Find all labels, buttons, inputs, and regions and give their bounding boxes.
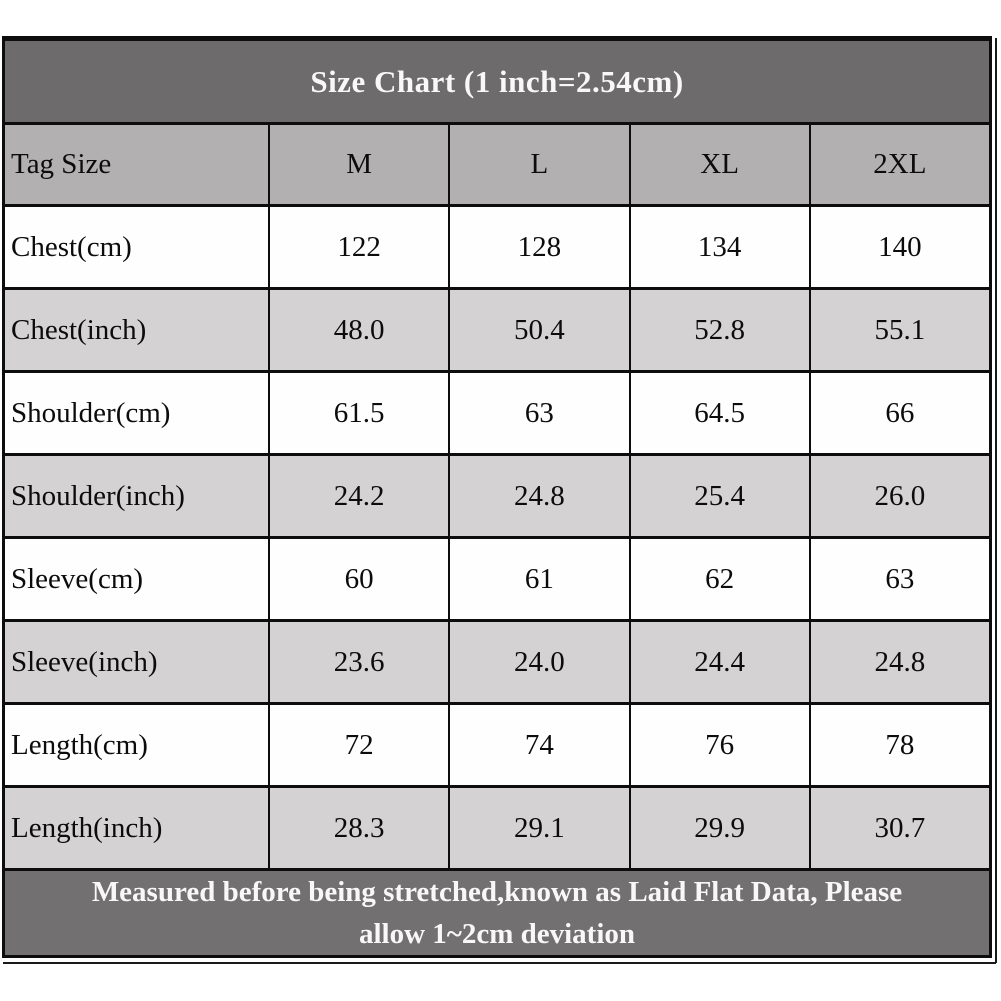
cell-value: 48.0 — [268, 290, 448, 370]
table-row-shoulder-cm: Shoulder(cm) 61.5 63 64.5 66 — [5, 370, 989, 453]
cell-value: 26.0 — [808, 456, 989, 536]
cell-value: 50.4 — [448, 290, 628, 370]
footnote-line-2: allow 1~2cm deviation — [358, 918, 636, 950]
table-row-length-inch: Length(inch) 28.3 29.1 29.9 30.7 — [5, 785, 989, 868]
table-row-chest-cm: Chest(cm) 122 128 134 140 — [5, 204, 989, 287]
cell-value: 72 — [268, 705, 448, 785]
table-row-shoulder-inch: Shoulder(inch) 24.2 24.8 25.4 26.0 — [5, 453, 989, 536]
table-row-chest-inch: Chest(inch) 48.0 50.4 52.8 55.1 — [5, 287, 989, 370]
cell-value: 52.8 — [628, 290, 809, 370]
row-label: Shoulder(inch) — [11, 479, 185, 512]
footnote-line-1: Measured before being stretched,known as… — [91, 876, 903, 908]
table-row-length-cm: Length(cm) 72 74 76 78 — [5, 702, 989, 785]
cell-value: 25.4 — [628, 456, 809, 536]
cell-value: 140 — [808, 207, 989, 287]
cell-value: 24.8 — [448, 456, 628, 536]
cell-value: 128 — [448, 207, 628, 287]
cell-value: 60 — [268, 539, 448, 619]
cell-value: 134 — [628, 207, 809, 287]
row-label: Length(cm) — [11, 728, 148, 761]
size-chart-table: Size Chart (1 inch=2.54cm) Tag Size M L … — [2, 36, 992, 958]
cell-value: 61 — [448, 539, 628, 619]
right-edge-border-line — [995, 38, 997, 963]
cell-value: 61.5 — [268, 373, 448, 453]
cell-value: 29.9 — [628, 788, 809, 868]
cell-value: 74 — [448, 705, 628, 785]
row-label: Sleeve(inch) — [11, 645, 158, 678]
cell-value: 24.0 — [448, 622, 628, 702]
cell-value: 28.3 — [268, 788, 448, 868]
row-label: Sleeve(cm) — [11, 562, 144, 595]
cell-value: 55.1 — [808, 290, 989, 370]
column-header-2xl: 2XL — [808, 125, 989, 204]
row-label: Chest(inch) — [11, 313, 147, 346]
cell-value: 29.1 — [448, 788, 628, 868]
row-label: Shoulder(cm) — [11, 396, 171, 429]
cell-value: 62 — [628, 539, 809, 619]
column-header-l: L — [448, 125, 628, 204]
table-header-row: Tag Size M L XL 2XL — [5, 122, 989, 204]
table-title: Size Chart (1 inch=2.54cm) — [310, 63, 684, 99]
cell-value: 78 — [808, 705, 989, 785]
table-footnote-bar: Measured before being stretched,known as… — [5, 868, 989, 955]
cell-value: 63 — [808, 539, 989, 619]
cell-value: 30.7 — [808, 788, 989, 868]
table-row-sleeve-inch: Sleeve(inch) 23.6 24.0 24.4 24.8 — [5, 619, 989, 702]
table-row-sleeve-cm: Sleeve(cm) 60 61 62 63 — [5, 536, 989, 619]
cell-value: 122 — [268, 207, 448, 287]
cell-value: 63 — [448, 373, 628, 453]
column-header-xl: XL — [628, 125, 809, 204]
column-header-tag-size: Tag Size — [11, 148, 112, 180]
cell-value: 76 — [628, 705, 809, 785]
cell-value: 24.2 — [268, 456, 448, 536]
cell-value: 64.5 — [628, 373, 809, 453]
column-header-m: M — [268, 125, 448, 204]
bottom-edge-border-line — [3, 962, 996, 964]
table-title-bar: Size Chart (1 inch=2.54cm) — [5, 41, 989, 122]
cell-value: 23.6 — [268, 622, 448, 702]
row-label: Chest(cm) — [11, 230, 132, 263]
cell-value: 24.8 — [808, 622, 989, 702]
cell-value: 24.4 — [628, 622, 809, 702]
row-label: Length(inch) — [11, 811, 163, 844]
cell-value: 66 — [808, 373, 989, 453]
